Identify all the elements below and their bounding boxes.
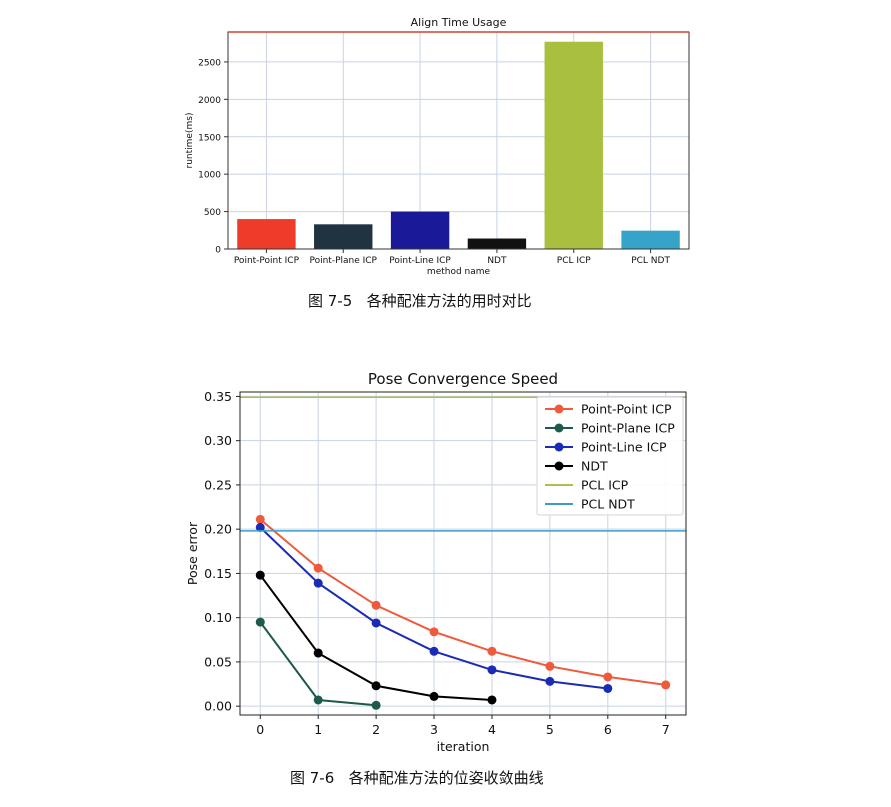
figure-caption-7-6: 图 7-6 各种配准方法的位姿收敛曲线	[290, 769, 544, 787]
x-tick-label: 2	[372, 722, 380, 737]
legend-label: PCL ICP	[581, 478, 629, 493]
series-point-2	[255, 522, 265, 532]
x-tick-label: 4	[488, 722, 496, 737]
x-tick-label: 5	[546, 722, 554, 737]
x-axis-label: iteration	[437, 739, 490, 754]
y-tick-label: 2500	[198, 58, 221, 68]
legend-swatch-marker	[554, 461, 564, 471]
figure-caption-7-5: 图 7-5 各种配准方法的用时对比	[308, 292, 532, 310]
bar-chart-align-time: 0 500 1000 1500 2000 2500 Point-Point ICP Point…	[185, 16, 690, 277]
bar-2	[390, 211, 450, 249]
legend-label: Point-Point ICP	[581, 402, 672, 417]
y-tick-label: 0.20	[204, 522, 232, 537]
series-point-0	[429, 627, 439, 637]
y-tick-label: 0.10	[204, 610, 232, 625]
series-point-0	[255, 514, 265, 524]
x-tick-label: Point-Point ICP	[234, 256, 300, 266]
y-tick-label: 0.30	[204, 433, 232, 448]
series-point-2	[545, 676, 555, 686]
bar-0	[237, 219, 296, 249]
x-tick-label: Point-Line ICP	[389, 256, 451, 266]
chart-title: Align Time Usage	[411, 16, 507, 29]
series-point-0	[313, 563, 323, 573]
plot-frame	[227, 31, 690, 250]
y-tick-label: 0	[215, 246, 221, 256]
x-axis-label: method name	[427, 267, 491, 277]
series-point-0	[371, 600, 381, 610]
series-point-2	[313, 578, 323, 588]
x-tick-label: 6	[604, 722, 612, 737]
series-point-3	[371, 681, 381, 691]
series-point-1	[313, 695, 323, 705]
legend-swatch-marker	[554, 404, 564, 414]
bar-5	[621, 230, 680, 249]
x-tick-label: 3	[430, 722, 438, 737]
x-tick-label: NDT	[487, 256, 507, 266]
bar-1	[314, 224, 373, 249]
x-tick-label: PCL ICP	[557, 256, 592, 266]
legend-box	[536, 396, 684, 516]
legend-label: Point-Plane ICP	[581, 421, 675, 436]
legend: Point-Point ICP Point-Plane ICP Point-Line…	[536, 396, 684, 516]
series-point-3	[429, 691, 439, 701]
y-tick-label: 1000	[198, 171, 221, 181]
y-tick-label: 2000	[198, 96, 221, 106]
y-tick-label: 500	[204, 208, 221, 218]
bar-3	[467, 238, 527, 249]
chart-title: Pose Convergence Speed	[368, 370, 558, 388]
series-point-1	[371, 700, 381, 710]
legend-swatch-marker	[554, 423, 564, 433]
y-tick-label: 0.00	[204, 699, 232, 714]
y-tick-label: 0.35	[204, 389, 232, 404]
legend-label: Point-Line ICP	[581, 440, 667, 455]
series-point-0	[603, 672, 613, 682]
series-point-0	[545, 661, 555, 671]
series-point-1	[255, 617, 265, 627]
x-tick-label: PCL NDT	[631, 256, 670, 266]
series-point-2	[429, 646, 439, 656]
plot-frame	[239, 391, 687, 716]
legend-label: PCL NDT	[581, 497, 635, 512]
series-point-0	[661, 680, 671, 690]
series-point-2	[371, 618, 381, 628]
y-tick-label: 0.05	[204, 654, 232, 669]
legend-swatch-marker	[554, 442, 564, 452]
series-point-0	[487, 646, 497, 656]
y-tick-label: 0.25	[204, 477, 232, 492]
y-tick-label: 0.15	[204, 566, 232, 581]
y-tick-label: 1500	[198, 133, 221, 143]
y-axis-label: runtime(ms)	[185, 113, 195, 169]
series-point-2	[487, 665, 497, 675]
x-tick-label: Point-Plane ICP	[309, 256, 377, 266]
series-point-3	[487, 695, 497, 705]
x-tick-label: 0	[256, 722, 264, 737]
x-tick-label: 7	[662, 722, 670, 737]
series-line-0	[259, 518, 666, 686]
legend-label: NDT	[581, 459, 608, 474]
series-point-3	[313, 648, 323, 658]
line-chart-pose-convergence: 0.00 0.05 0.10 0.15 0.20 0.25 0.30 0.35 0 1 2 3 4 5 6 7…	[185, 370, 687, 754]
y-axis-label: Pose error	[185, 521, 200, 585]
x-tick-label: 1	[314, 722, 322, 737]
series-point-2	[603, 683, 613, 693]
bar-4	[544, 41, 603, 249]
series-point-3	[255, 570, 265, 580]
